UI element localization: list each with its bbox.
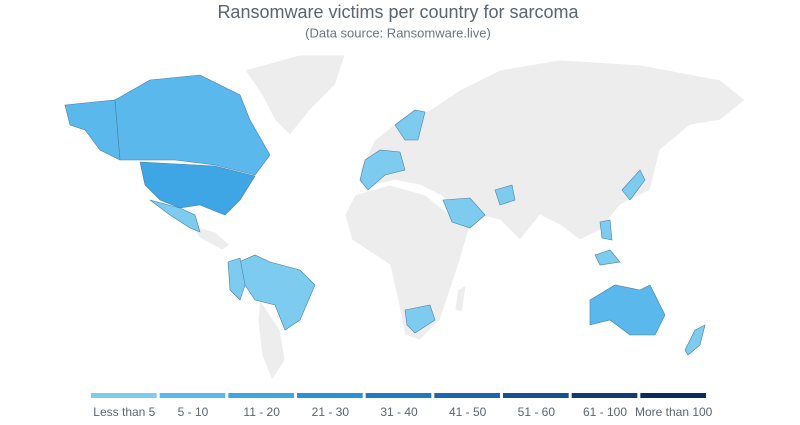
legend-swatch xyxy=(571,393,638,398)
south-africa xyxy=(404,304,436,334)
legend-label: 41 - 50 xyxy=(449,405,487,419)
legend-swatch xyxy=(434,393,500,398)
canada xyxy=(114,74,271,176)
legend-swatch xyxy=(640,393,706,398)
saudi-arabia xyxy=(442,197,486,229)
legend-label: 5 - 10 xyxy=(178,405,209,419)
alaska xyxy=(64,99,121,161)
greenland xyxy=(244,54,346,136)
united-states xyxy=(139,161,256,216)
legend-label: 31 - 40 xyxy=(380,405,418,419)
legend-swatch xyxy=(297,393,363,398)
legend-label: 61 - 100 xyxy=(583,405,627,419)
legend-swatch xyxy=(365,393,432,398)
title: Ransomware victims per country for sarco… xyxy=(217,2,579,22)
legend-label: Less than 5 xyxy=(93,405,155,419)
legend-swatch xyxy=(91,393,157,398)
legend-label: 21 - 30 xyxy=(312,405,350,419)
madagascar xyxy=(454,284,467,313)
legend-swatch xyxy=(503,393,569,398)
brazil xyxy=(231,254,316,331)
africa xyxy=(344,184,471,341)
western-europe xyxy=(359,149,406,191)
peru xyxy=(227,257,246,301)
legend-label: More than 100 xyxy=(635,405,713,419)
legend-label: 51 - 60 xyxy=(518,405,556,419)
australia xyxy=(589,284,666,336)
new-zealand xyxy=(684,324,706,356)
legend-swatch xyxy=(159,393,226,398)
sweden xyxy=(394,109,426,141)
legend: Less than 5 5 - 10 11 - 20 21 - 30 31 - 40 41… xyxy=(91,393,713,419)
legend-label: 11 - 20 xyxy=(243,405,280,419)
philippines xyxy=(599,219,613,241)
japan xyxy=(621,169,646,201)
south-america xyxy=(257,298,286,381)
legend-swatch xyxy=(228,393,294,398)
subtitle: (Data source: Ransomware.live) xyxy=(305,25,491,40)
indonesia xyxy=(594,249,621,266)
world-map xyxy=(64,54,746,381)
pakistan xyxy=(494,184,516,206)
mexico xyxy=(149,199,201,233)
